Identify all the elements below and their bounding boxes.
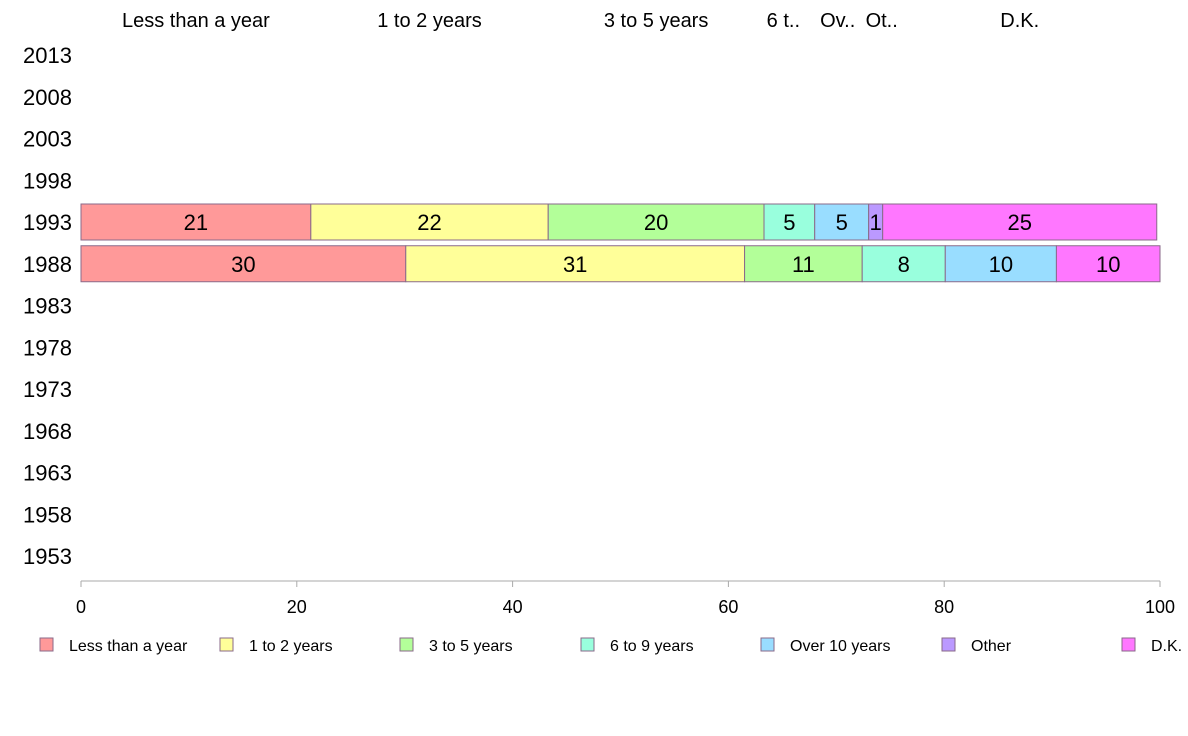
legend-swatch — [580, 637, 595, 652]
bar-value-label: 11 — [792, 252, 815, 277]
bar-segment — [744, 245, 863, 283]
year-label: 1988 — [23, 252, 72, 277]
x-tick-label: 80 — [934, 597, 954, 617]
top-category-label: 6 t.. — [767, 10, 800, 32]
legend: Less than a year 1 to 2 years 3 to 5 years… — [39, 637, 1182, 655]
legend-label: Other — [971, 638, 1012, 655]
legend-swatch — [39, 637, 54, 652]
top-category-label: 1 to 2 years — [377, 10, 482, 32]
year-label: 1983 — [23, 294, 72, 319]
legend-label: D.K. — [1151, 638, 1182, 655]
bar-value-label: 22 — [417, 210, 441, 235]
top-category-label: Ov.. — [820, 10, 855, 32]
year-label: 1973 — [23, 377, 72, 402]
year-label: 1993 — [23, 210, 72, 235]
bar-value-label: 10 — [989, 252, 1013, 277]
legend-label: Less than a year — [69, 638, 188, 655]
legend-label: Over 10 years — [790, 638, 890, 655]
legend-swatch — [941, 637, 956, 652]
bar-value-label: 5 — [783, 210, 795, 235]
legend-swatch — [219, 637, 234, 652]
year-label: 1998 — [23, 168, 72, 193]
bar-value-label: 31 — [563, 252, 587, 277]
legend-label: 6 to 9 years — [610, 638, 694, 655]
year-label: 1963 — [23, 461, 72, 486]
top-category-label: D.K. — [1000, 10, 1039, 32]
bar-segment — [547, 203, 765, 241]
bar-value-label: 10 — [1096, 252, 1120, 277]
x-tick-label: 40 — [503, 597, 523, 617]
bar-value-label: 30 — [231, 252, 255, 277]
legend-swatch — [760, 637, 775, 652]
bar-value-label: 20 — [644, 210, 668, 235]
year-axis-labels: 2013 2008 2003 1998 1993 1988 1983 1978 1973 1968… — [23, 43, 72, 569]
x-tick-label: 60 — [718, 597, 738, 617]
x-axis: 0 20 40 60 80 100 — [76, 580, 1175, 617]
legend-swatch — [399, 637, 414, 652]
top-category-label: Ot.. — [866, 10, 898, 32]
bar-segment — [814, 203, 870, 241]
bar-value-label: 25 — [1007, 210, 1031, 235]
year-label: 1958 — [23, 502, 72, 527]
bar-value-label: 21 — [184, 210, 208, 235]
x-tick-label: 20 — [287, 597, 307, 617]
year-label: 2008 — [23, 85, 72, 110]
bar-segment — [80, 203, 312, 241]
bar-value-label: 1 — [870, 210, 882, 235]
bar-value-label: 5 — [836, 210, 848, 235]
bar-segment — [882, 203, 1158, 241]
bar-segment — [310, 203, 549, 241]
bar-segment — [944, 245, 1057, 283]
year-label: 1968 — [23, 419, 72, 444]
legend-swatch — [1121, 637, 1136, 652]
bar-segment — [80, 245, 407, 283]
year-label: 2003 — [23, 127, 72, 152]
bar-segment — [861, 245, 946, 283]
top-category-labels: Less than a year 1 to 2 years 3 to 5 years… — [122, 10, 1039, 32]
top-category-label: Less than a year — [122, 10, 270, 32]
x-tick-label: 100 — [1145, 597, 1175, 617]
top-category-label: 3 to 5 years — [604, 10, 709, 32]
year-label: 2013 — [23, 43, 72, 68]
bar-segment — [405, 245, 746, 283]
x-tick-label: 0 — [76, 597, 86, 617]
bar-value-label: 8 — [898, 252, 910, 277]
year-label: 1978 — [23, 335, 72, 360]
legend-label: 3 to 5 years — [429, 638, 513, 655]
year-label: 1953 — [23, 544, 72, 569]
bar-segment — [1055, 245, 1161, 283]
legend-label: 1 to 2 years — [249, 638, 333, 655]
